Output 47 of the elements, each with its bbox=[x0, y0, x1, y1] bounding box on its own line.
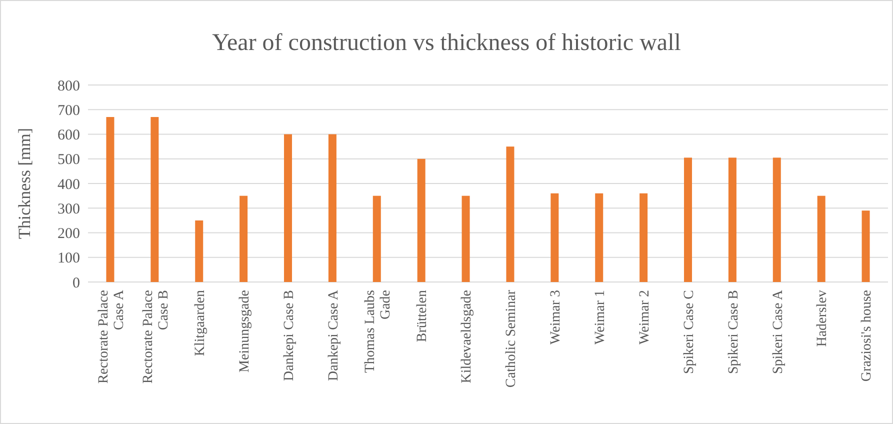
x-tick-label: Catholic Seminar bbox=[504, 290, 520, 388]
bar bbox=[817, 196, 826, 282]
bar bbox=[372, 196, 381, 282]
x-tick-label: Graziosi's house bbox=[860, 290, 875, 382]
y-tick-label: 700 bbox=[58, 102, 80, 119]
x-tick-label: Weimar 2 bbox=[637, 290, 652, 344]
x-tick-label: Spikeri Case A bbox=[770, 289, 786, 374]
bar bbox=[240, 196, 248, 282]
bar bbox=[640, 193, 648, 282]
x-tick-label: Kildevaeldsgade bbox=[460, 290, 475, 384]
y-tick-label: 500 bbox=[58, 152, 80, 168]
bar bbox=[462, 196, 470, 282]
y-tick-label: 800 bbox=[58, 78, 80, 94]
bar bbox=[728, 158, 736, 282]
bar bbox=[862, 210, 870, 282]
y-tick-label: 200 bbox=[58, 226, 80, 242]
y-tick-label: 400 bbox=[58, 176, 80, 193]
bar bbox=[684, 158, 692, 282]
x-tick-label: Dankepi Case B bbox=[282, 290, 297, 381]
chart-title: Year of construction vs thickness of historic wall bbox=[212, 30, 682, 56]
bar bbox=[328, 134, 336, 282]
bar bbox=[506, 146, 514, 282]
y-tick-label: 100 bbox=[58, 250, 80, 267]
bar bbox=[550, 193, 559, 282]
bar bbox=[284, 134, 292, 282]
bar bbox=[150, 117, 159, 282]
y-axis-title: Thickness [mm] bbox=[15, 128, 34, 239]
bar bbox=[106, 117, 114, 282]
y-tick-label: 600 bbox=[58, 128, 80, 144]
bar bbox=[195, 220, 204, 282]
x-tick-label: Haderslev bbox=[815, 290, 830, 347]
x-tick-label: Weimar 1 bbox=[593, 290, 608, 344]
x-tick-label: Dankepi Case A bbox=[326, 289, 342, 381]
x-tick-label: Spikeri Case B bbox=[726, 290, 742, 374]
bar bbox=[417, 158, 426, 282]
x-tick-label: Brüttelen bbox=[415, 290, 430, 342]
y-tick-label: 300 bbox=[58, 201, 80, 218]
x-tick-label: Rectorate Palace Case A bbox=[96, 289, 127, 384]
bar bbox=[595, 193, 604, 282]
x-tick-label: Klitgaarden bbox=[193, 290, 208, 356]
x-tick-label: Spikeri Case C bbox=[682, 290, 697, 374]
y-tick-label: 0 bbox=[72, 275, 80, 292]
x-tick-label: Weimar 3 bbox=[548, 290, 564, 344]
x-tick-label: Meinungsgade bbox=[237, 290, 252, 372]
bar bbox=[772, 158, 781, 282]
x-tick-label: Rectorate Palace Case B bbox=[140, 290, 172, 384]
x-tick-label: Thomas Laubs Gade bbox=[363, 290, 394, 373]
